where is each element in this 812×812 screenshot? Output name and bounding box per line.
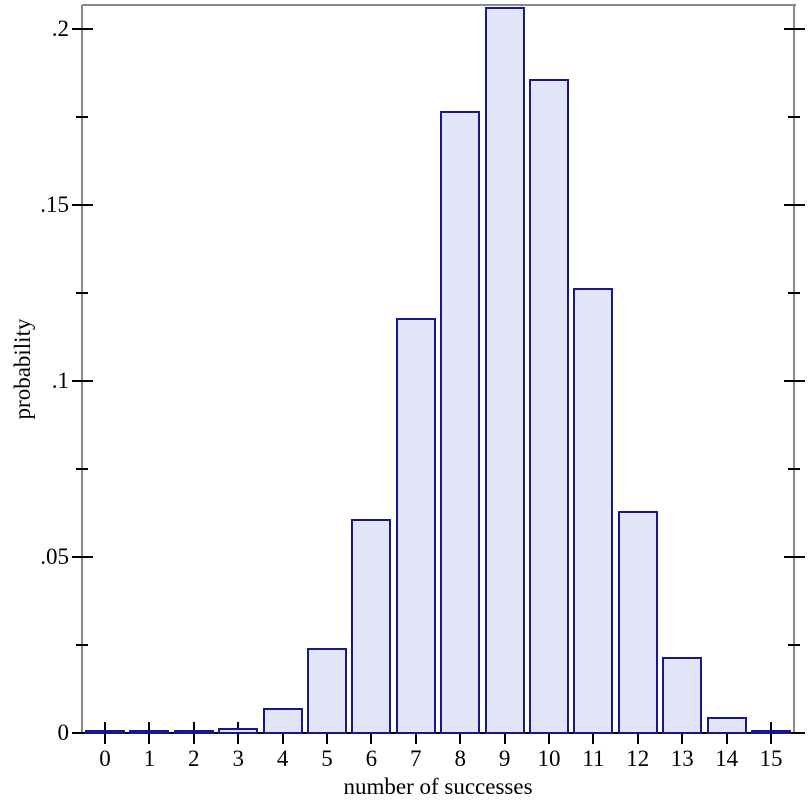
x-tick-label: 14 bbox=[715, 746, 739, 771]
x-tick-label: 11 bbox=[582, 746, 605, 771]
y-major-tick-right bbox=[783, 555, 805, 558]
bar-15 bbox=[751, 730, 791, 734]
x-tick-label: 10 bbox=[537, 746, 561, 771]
y-minor-tick-left bbox=[76, 116, 88, 118]
y-minor-tick-right bbox=[788, 292, 800, 294]
y-minor-tick-right bbox=[788, 468, 800, 470]
bar-6 bbox=[351, 518, 392, 734]
y-major-tick-left bbox=[71, 732, 93, 734]
bar-14 bbox=[706, 717, 747, 734]
y-minor-tick-right bbox=[788, 644, 800, 646]
y-tick-label: .15 bbox=[40, 191, 69, 217]
plot-frame-left bbox=[81, 5, 83, 733]
bar-11 bbox=[573, 287, 614, 734]
x-tick-label: 0 bbox=[99, 746, 111, 771]
y-major-tick-left bbox=[71, 27, 93, 30]
y-tick-label: 0 bbox=[57, 720, 70, 745]
y-minor-tick-right bbox=[788, 116, 800, 118]
x-tick-label: 7 bbox=[410, 746, 422, 771]
bar-12 bbox=[617, 510, 658, 734]
x-tick-label: 2 bbox=[188, 746, 200, 771]
bar-2 bbox=[173, 730, 214, 734]
bar-13 bbox=[662, 656, 703, 734]
x-tick-label: 6 bbox=[365, 746, 378, 771]
bar-1 bbox=[129, 730, 170, 734]
y-minor-tick-left bbox=[76, 644, 88, 646]
x-axis-line bbox=[82, 732, 796, 734]
bar-3 bbox=[218, 728, 259, 734]
y-major-tick-left bbox=[71, 555, 93, 558]
y-minor-tick-left bbox=[76, 292, 88, 294]
x-axis-title: number of successes bbox=[343, 774, 533, 799]
bar-8 bbox=[440, 110, 481, 734]
x-tick-label: 8 bbox=[454, 746, 466, 771]
y-minor-tick-left bbox=[76, 468, 88, 470]
x-tick-label: 12 bbox=[626, 746, 650, 771]
y-major-tick-right bbox=[783, 27, 805, 30]
x-tick-label: 9 bbox=[498, 746, 511, 771]
x-tick-label: 15 bbox=[759, 746, 783, 771]
plot-frame-right bbox=[793, 5, 795, 733]
plot-frame-top bbox=[82, 4, 796, 6]
y-tick-label: .2 bbox=[51, 15, 69, 41]
x-tick-label: 3 bbox=[232, 746, 244, 771]
x-tick-label: 4 bbox=[276, 746, 289, 771]
bar-7 bbox=[395, 318, 436, 734]
bar-4 bbox=[262, 707, 303, 734]
y-major-tick-right bbox=[783, 203, 805, 206]
x-tick-label: 5 bbox=[321, 746, 333, 771]
bar-5 bbox=[307, 647, 347, 734]
x-tick-label: 13 bbox=[670, 746, 694, 771]
bar-10 bbox=[529, 79, 569, 734]
y-tick-label: .05 bbox=[40, 543, 69, 569]
y-major-tick-right bbox=[783, 379, 805, 382]
y-major-tick-right bbox=[783, 732, 805, 734]
y-tick-label: .1 bbox=[51, 367, 69, 393]
y-major-tick-left bbox=[71, 379, 93, 382]
x-tick-label: 1 bbox=[143, 746, 156, 771]
bar-0 bbox=[85, 730, 125, 734]
bar-9 bbox=[484, 6, 525, 734]
y-major-tick-left bbox=[71, 203, 93, 206]
